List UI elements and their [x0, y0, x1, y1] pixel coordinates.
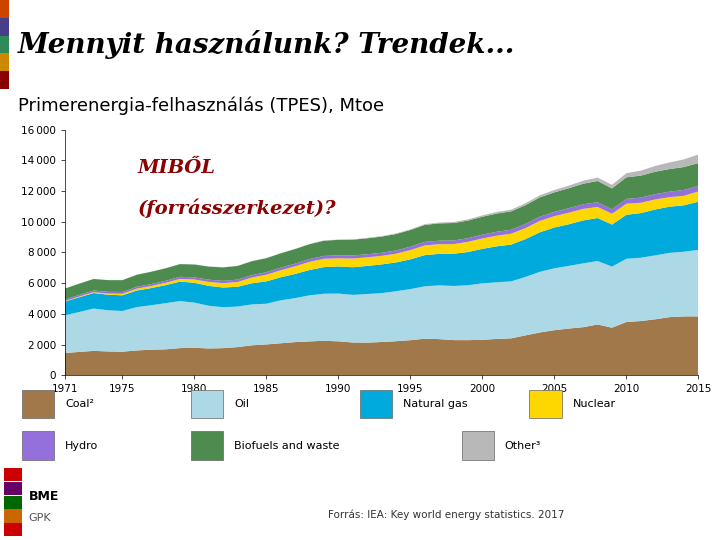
Text: Mennyit használunk? Trendek...: Mennyit használunk? Trendek...	[18, 30, 516, 59]
Bar	[529, 389, 562, 418]
Text: Coal²: Coal²	[65, 399, 94, 409]
Text: GPK: GPK	[29, 513, 51, 523]
Bar	[0, 0, 9, 18]
Text: Forrás: IEA: Key world energy statistics. 2017: Forrás: IEA: Key world energy statistics…	[328, 509, 564, 519]
Bar	[0, 71, 9, 89]
Bar	[4, 523, 22, 536]
Text: Oil: Oil	[234, 399, 249, 409]
Text: Natural gas: Natural gas	[403, 399, 468, 409]
Bar	[4, 509, 22, 523]
Text: Nuclear: Nuclear	[572, 399, 616, 409]
Bar	[191, 431, 223, 460]
Text: BME: BME	[29, 490, 59, 503]
Text: (forrásszerkezet)?: (forrásszerkezet)?	[138, 198, 336, 218]
Bar	[191, 389, 223, 418]
Bar	[22, 431, 54, 460]
Bar	[462, 431, 494, 460]
Bar	[22, 389, 54, 418]
Bar	[0, 53, 9, 71]
Bar	[360, 389, 392, 418]
Bar	[4, 468, 22, 481]
Text: Primerenergia-felhasználás (TPES), Mtoe: Primerenergia-felhasználás (TPES), Mtoe	[18, 97, 384, 116]
Bar	[4, 482, 22, 495]
Text: MIBŐL: MIBŐL	[138, 159, 216, 177]
Text: Other³: Other³	[505, 441, 541, 451]
Bar	[0, 18, 9, 36]
Text: Hydro: Hydro	[65, 441, 98, 451]
Text: Biofuels and waste: Biofuels and waste	[234, 441, 340, 451]
Bar	[0, 36, 9, 53]
Bar	[4, 496, 22, 509]
